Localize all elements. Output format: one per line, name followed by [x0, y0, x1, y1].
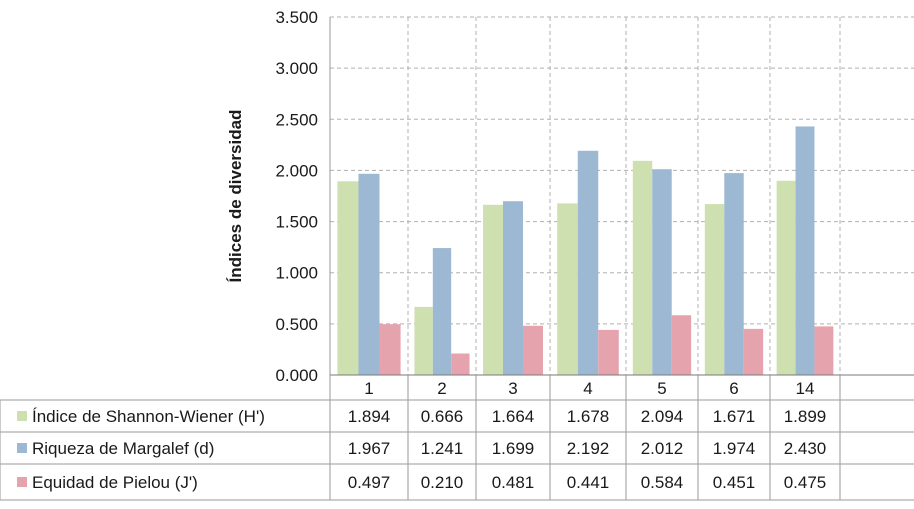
- bar: [503, 201, 523, 375]
- y-tick-label: 1.000: [275, 264, 318, 283]
- data-table-cell: 1.699: [492, 439, 535, 458]
- x-category-label: 3: [508, 379, 517, 398]
- bar: [743, 328, 764, 375]
- legend-series-name: Índice de Shannon-Wiener (H'): [32, 407, 265, 426]
- data-table-cell: 0.441: [567, 473, 610, 492]
- bar: [671, 315, 692, 375]
- bar: [652, 169, 672, 375]
- bar: [632, 160, 653, 375]
- data-table-cell: 2.430: [784, 439, 827, 458]
- bar: [337, 181, 359, 375]
- data-table-cell: 1.967: [348, 439, 391, 458]
- data-table-cell: 2.192: [567, 439, 610, 458]
- bar: [776, 180, 796, 375]
- y-tick-label: 2.000: [275, 161, 318, 180]
- data-table-cell: 1.678: [567, 407, 610, 426]
- data-table-cell: 0.451: [713, 473, 756, 492]
- x-category-label: 2: [437, 379, 446, 398]
- data-table-cell: 0.210: [421, 473, 464, 492]
- y-axis-title: Índices de diversidad: [226, 110, 245, 283]
- legend-swatch: [17, 443, 27, 453]
- x-category-label: 1: [364, 379, 373, 398]
- bar: [432, 248, 452, 375]
- bar: [795, 126, 815, 376]
- y-tick-label: 3.000: [275, 59, 318, 78]
- y-tick-label: 3.500: [275, 8, 318, 27]
- bar: [414, 306, 433, 375]
- bar: [814, 326, 834, 375]
- data-table-cell: 1.899: [784, 407, 827, 426]
- y-tick-label: 2.500: [275, 110, 318, 129]
- data-table-cell: 2.094: [641, 407, 684, 426]
- x-category-label: 4: [583, 379, 592, 398]
- data-table-cell: 0.666: [421, 407, 464, 426]
- y-tick-label: 0.000: [275, 366, 318, 385]
- y-tick-label: 0.500: [275, 315, 318, 334]
- data-table-cell: 0.497: [348, 473, 391, 492]
- bar: [522, 325, 543, 375]
- bar: [724, 173, 744, 375]
- data-table-cell: 2.012: [641, 439, 684, 458]
- bar: [557, 203, 578, 375]
- x-category-label: 14: [796, 379, 815, 398]
- bar: [577, 150, 599, 375]
- data-table-cell: 1.974: [713, 439, 756, 458]
- data-table-cell: 0.475: [784, 473, 827, 492]
- bar: [598, 329, 619, 375]
- bar: [358, 173, 380, 375]
- legend-series-name: Equidad de Pielou (J'): [32, 473, 198, 492]
- bar: [451, 353, 470, 375]
- legend-swatch: [17, 477, 27, 487]
- data-table-cell: 0.481: [492, 473, 535, 492]
- data-table-cell: 1.671: [713, 407, 756, 426]
- bar: [379, 324, 401, 375]
- legend-series-name: Riqueza de Margalef (d): [32, 439, 214, 458]
- x-category-label: 5: [657, 379, 666, 398]
- y-tick-label: 1.500: [275, 213, 318, 232]
- legend-swatch: [17, 411, 27, 421]
- data-table-cell: 1.241: [421, 439, 464, 458]
- data-table-cell: 0.584: [641, 473, 684, 492]
- bar: [704, 204, 725, 375]
- bar: [483, 204, 504, 375]
- x-category-label: 6: [729, 379, 738, 398]
- data-table-cell: 1.894: [348, 407, 391, 426]
- data-table-cell: 1.664: [492, 407, 535, 426]
